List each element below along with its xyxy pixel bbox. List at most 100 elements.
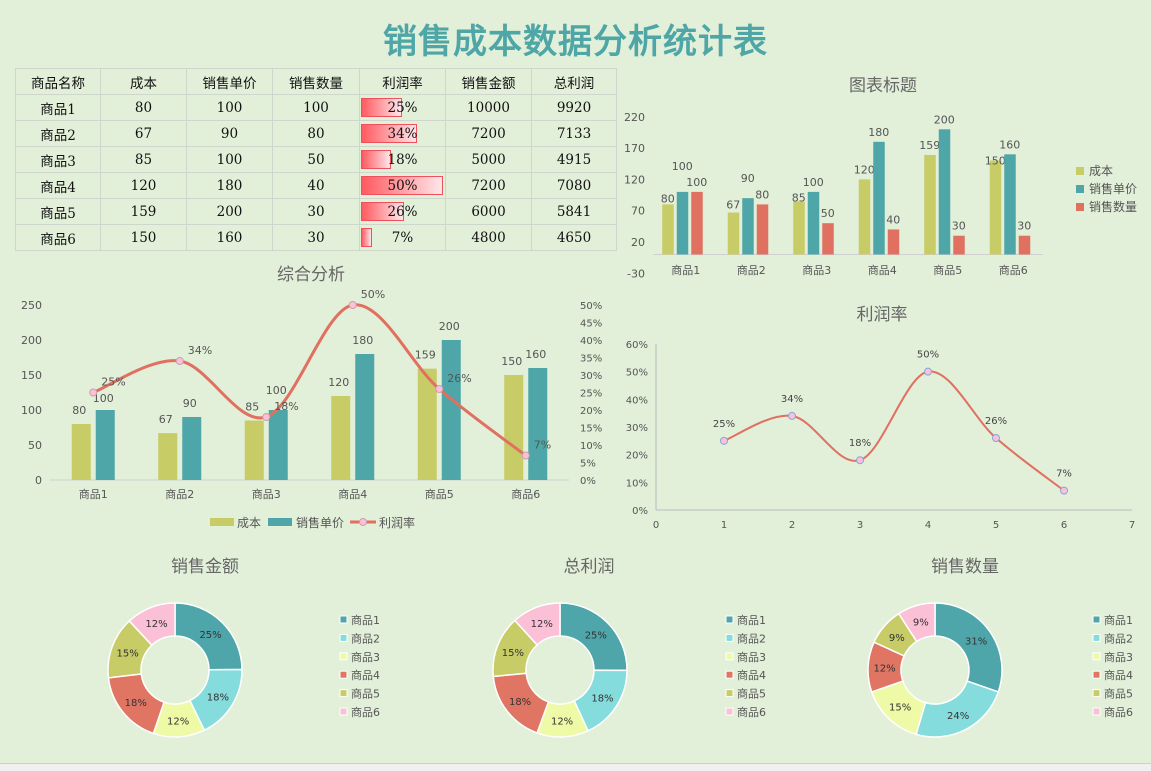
- cell-qty[interactable]: 30: [272, 198, 360, 225]
- cell-name[interactable]: 商品6: [15, 224, 101, 251]
- data-label-donut: 12%: [531, 619, 553, 630]
- legend-label: 销售单价: [296, 515, 344, 530]
- column-header: 成本: [100, 68, 187, 95]
- cell-name[interactable]: 商品4: [15, 172, 101, 199]
- y-tick-label: 150: [21, 369, 42, 382]
- cell-price[interactable]: 100: [186, 94, 273, 121]
- data-label-donut: 18%: [207, 693, 229, 704]
- cell-margin[interactable]: 7%: [359, 224, 446, 251]
- legend-swatch: [1076, 167, 1084, 175]
- column-header: 商品名称: [15, 68, 101, 95]
- x-tick-label: 商品3: [252, 487, 281, 501]
- x-tick-label: 商品3: [802, 263, 831, 277]
- cell-price[interactable]: 180: [186, 172, 273, 199]
- legend-swatch: [1092, 633, 1101, 642]
- cell-margin[interactable]: 25%: [359, 94, 446, 121]
- bar: [887, 229, 900, 255]
- data-label: 25%: [101, 376, 125, 389]
- y2-tick-label: 25%: [580, 389, 602, 400]
- bar: [793, 201, 805, 255]
- bar: [953, 235, 965, 255]
- x-tick-label: 商品4: [868, 263, 897, 277]
- x-tick-label: 1: [721, 520, 727, 531]
- cell-margin[interactable]: 18%: [359, 146, 446, 173]
- data-bar: [361, 150, 391, 169]
- cell-price[interactable]: 200: [186, 198, 273, 225]
- table-row: 商品6 150 160 30 7% 4800 4650: [15, 224, 617, 251]
- legend-swatch: [725, 689, 734, 698]
- data-label: 90: [741, 172, 755, 185]
- chart-title: 销售数量: [931, 557, 999, 577]
- sales-table: 商品名称 成本 销售单价 销售数量 利润率 销售金额 总利润 商品1 80 100 100 25% 1…: [15, 68, 617, 251]
- x-tick-label: 6: [1061, 520, 1067, 531]
- cell-cost[interactable]: 80: [100, 94, 187, 121]
- cell-price[interactable]: 160: [186, 224, 273, 251]
- legend-label: 商品4: [351, 668, 380, 682]
- legend-label: 商品2: [351, 631, 380, 645]
- data-label: 100: [266, 384, 287, 397]
- data-label: 120: [854, 163, 875, 176]
- bar: [938, 129, 951, 255]
- y-tick-label: 70: [631, 205, 645, 218]
- data-label-donut: 12%: [873, 664, 895, 675]
- cell-name[interactable]: 商品3: [15, 146, 101, 173]
- legend-label: 商品2: [737, 631, 766, 645]
- x-tick-label: 商品5: [933, 263, 962, 277]
- horizontal-scrollbar[interactable]: [0, 763, 1151, 771]
- line-marker: [435, 385, 444, 393]
- x-tick-label: 商品6: [511, 487, 540, 501]
- cell-profit[interactable]: 4650: [531, 224, 617, 251]
- y-tick-label: 30%: [626, 423, 648, 434]
- data-label-donut: 9%: [913, 618, 929, 629]
- cell-amount[interactable]: 10000: [445, 94, 532, 121]
- data-bar: [361, 228, 373, 247]
- legend-swatch: [339, 689, 348, 698]
- data-bar: [361, 176, 443, 195]
- table-row: 商品3 85 100 50 18% 5000 4915: [15, 146, 617, 173]
- x-tick-label: 商品5: [425, 487, 454, 501]
- legend-label: 商品1: [351, 613, 380, 627]
- x-tick-label: 商品1: [671, 263, 700, 277]
- y2-tick-label: 10%: [580, 441, 602, 452]
- line-marker: [175, 357, 184, 365]
- data-label: 18%: [849, 438, 871, 449]
- x-tick-label: 7: [1129, 520, 1135, 531]
- cell-margin[interactable]: 34%: [359, 120, 446, 147]
- data-label-donut: 18%: [509, 697, 531, 708]
- cell-profit[interactable]: 5841: [531, 198, 617, 225]
- donut-slice: [934, 602, 1003, 693]
- legend-label: 商品4: [737, 668, 766, 682]
- y2-tick-label: 5%: [580, 459, 596, 470]
- data-label-donut: 31%: [965, 637, 987, 648]
- cell-profit[interactable]: 4915: [531, 146, 617, 173]
- line-marker: [924, 367, 932, 376]
- cell-cost[interactable]: 67: [100, 120, 187, 147]
- cell-name[interactable]: 商品2: [15, 120, 101, 147]
- bar: [355, 354, 375, 480]
- cell-cost[interactable]: 159: [100, 198, 187, 225]
- legend-label: 成本: [1089, 164, 1113, 178]
- line-marker: [348, 301, 357, 309]
- cell-profit[interactable]: 9920: [531, 94, 617, 121]
- table-header-row: 商品名称 成本 销售单价 销售数量 利润率 销售金额 总利润: [15, 68, 617, 95]
- cell-cost[interactable]: 150: [100, 224, 187, 251]
- line-marker: [856, 456, 864, 465]
- bar: [662, 204, 674, 255]
- data-label: 50%: [361, 288, 385, 301]
- x-tick-label: 4: [925, 520, 931, 531]
- data-label: 90: [183, 397, 197, 410]
- donut-slice: [174, 602, 243, 671]
- cell-amount[interactable]: 4800: [445, 224, 532, 251]
- bar: [989, 160, 1002, 255]
- x-tick-label: 0: [653, 520, 659, 531]
- cell-profit[interactable]: 7133: [531, 120, 617, 147]
- data-label: 25%: [713, 419, 735, 430]
- cell-qty[interactable]: 30: [272, 224, 360, 251]
- cell-qty[interactable]: 100: [272, 94, 360, 121]
- data-bar: [361, 124, 417, 143]
- legend-label: 商品1: [737, 613, 766, 627]
- cell-amount[interactable]: 6000: [445, 198, 532, 225]
- data-label: 50%: [917, 350, 939, 361]
- y-tick-label: 40%: [626, 395, 648, 406]
